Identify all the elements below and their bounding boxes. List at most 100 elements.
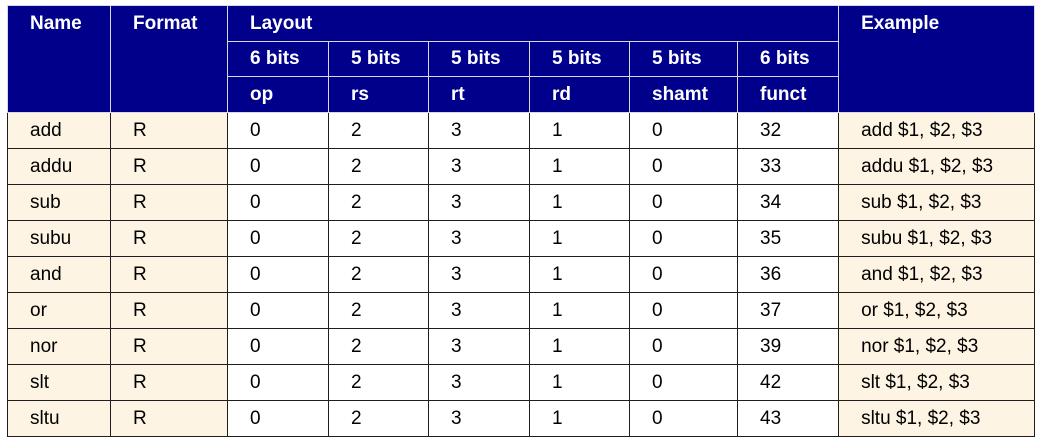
- cell-shamt: 0: [629, 328, 738, 365]
- table-header: Name Format Layout Example 6 bits 5 bits…: [7, 5, 1036, 113]
- cell-name: and: [7, 256, 111, 293]
- cell-name: or: [7, 292, 111, 329]
- cell-op: 0: [227, 328, 329, 365]
- cell-rd: 1: [529, 256, 630, 293]
- cell-rs: 2: [328, 184, 429, 221]
- field-header-op: op: [227, 76, 329, 113]
- cell-rs: 2: [328, 256, 429, 293]
- table-row: sub R 0 2 3 1 0 34 sub $1, $2, $3: [7, 184, 1036, 221]
- cell-rs: 2: [328, 220, 429, 257]
- cell-op: 0: [227, 184, 329, 221]
- table-row: or R 0 2 3 1 0 37 or $1, $2, $3: [7, 292, 1036, 329]
- field-header-rs: rs: [328, 76, 429, 113]
- table-row: sltu R 0 2 3 1 0 43 sltu $1, $2, $3: [7, 400, 1036, 437]
- fields-header-row: op rs rt rd shamt funct: [8, 76, 1035, 113]
- cell-funct: 37: [736, 292, 840, 329]
- cell-format: R: [110, 184, 228, 221]
- cell-shamt: 0: [629, 220, 738, 257]
- cell-rd: 1: [529, 364, 630, 401]
- field-header-rt: rt: [428, 76, 530, 113]
- cell-rt: 3: [428, 148, 530, 185]
- field-header-funct: funct: [736, 76, 840, 113]
- table-row: subu R 0 2 3 1 0 35 subu $1, $2, $3: [7, 220, 1036, 257]
- cell-format: R: [110, 400, 228, 437]
- cell-op: 0: [227, 148, 329, 185]
- bits-header-shamt: 5 bits: [629, 41, 738, 77]
- cell-rs: 2: [328, 400, 429, 437]
- cell-op: 0: [227, 112, 329, 149]
- cell-format: R: [110, 148, 228, 185]
- cell-op: 0: [227, 364, 329, 401]
- cell-example: or $1, $2, $3: [838, 292, 1036, 329]
- cell-shamt: 0: [629, 292, 738, 329]
- cell-rd: 1: [529, 220, 630, 257]
- field-header-shamt: shamt: [629, 76, 738, 113]
- cell-example: slt $1, $2, $3: [838, 364, 1036, 401]
- bits-header-rd: 5 bits: [529, 41, 630, 77]
- column-header-format: Format: [110, 5, 228, 113]
- table-row: addu R 0 2 3 1 0 33 addu $1, $2, $3: [7, 148, 1036, 185]
- cell-name: slt: [7, 364, 111, 401]
- cell-example: nor $1, $2, $3: [838, 328, 1036, 365]
- cell-funct: 43: [736, 400, 840, 437]
- cell-rt: 3: [428, 184, 530, 221]
- cell-op: 0: [227, 256, 329, 293]
- cell-funct: 34: [736, 184, 840, 221]
- cell-rt: 3: [428, 292, 530, 329]
- column-header-layout: Layout: [226, 5, 840, 42]
- cell-shamt: 0: [629, 400, 738, 437]
- cell-rt: 3: [428, 400, 530, 437]
- field-header-rd: rd: [529, 76, 630, 113]
- cell-rd: 1: [529, 292, 630, 329]
- cell-rs: 2: [328, 112, 429, 149]
- cell-rd: 1: [529, 148, 630, 185]
- cell-rd: 1: [529, 328, 630, 365]
- cell-name: add: [7, 112, 111, 149]
- bits-header-op: 6 bits: [227, 41, 329, 77]
- cell-example: subu $1, $2, $3: [838, 220, 1036, 257]
- cell-rt: 3: [428, 220, 530, 257]
- cell-format: R: [110, 220, 228, 257]
- cell-funct: 33: [736, 148, 840, 185]
- cell-funct: 42: [736, 364, 840, 401]
- bits-header-row: 6 bits 5 bits 5 bits 5 bits 5 bits 6 bit…: [8, 41, 1035, 77]
- cell-rt: 3: [428, 364, 530, 401]
- cell-name: subu: [7, 220, 111, 257]
- cell-op: 0: [227, 292, 329, 329]
- cell-example: sub $1, $2, $3: [838, 184, 1036, 221]
- cell-rt: 3: [428, 328, 530, 365]
- cell-shamt: 0: [629, 184, 738, 221]
- cell-rt: 3: [428, 112, 530, 149]
- cell-rd: 1: [529, 112, 630, 149]
- cell-funct: 36: [736, 256, 840, 293]
- cell-funct: 32: [736, 112, 840, 149]
- table-row: nor R 0 2 3 1 0 39 nor $1, $2, $3: [7, 328, 1036, 365]
- cell-name: sltu: [7, 400, 111, 437]
- cell-rs: 2: [328, 292, 429, 329]
- cell-funct: 35: [736, 220, 840, 257]
- cell-example: add $1, $2, $3: [838, 112, 1036, 149]
- cell-shamt: 0: [629, 364, 738, 401]
- cell-shamt: 0: [629, 256, 738, 293]
- cell-rs: 2: [328, 364, 429, 401]
- table-row: and R 0 2 3 1 0 36 and $1, $2, $3: [7, 256, 1036, 293]
- bits-header-rt: 5 bits: [428, 41, 530, 77]
- cell-rt: 3: [428, 256, 530, 293]
- cell-name: addu: [7, 148, 111, 185]
- cell-format: R: [110, 112, 228, 149]
- cell-example: sltu $1, $2, $3: [838, 400, 1036, 437]
- instruction-table: Name Format Layout Example 6 bits 5 bits…: [7, 5, 1036, 437]
- cell-rd: 1: [529, 184, 630, 221]
- cell-format: R: [110, 328, 228, 365]
- cell-rs: 2: [328, 328, 429, 365]
- cell-funct: 39: [736, 328, 840, 365]
- bits-header-funct: 6 bits: [736, 41, 840, 77]
- cell-example: addu $1, $2, $3: [838, 148, 1036, 185]
- cell-shamt: 0: [629, 148, 738, 185]
- cell-name: sub: [7, 184, 111, 221]
- column-header-name: Name: [7, 5, 111, 113]
- cell-op: 0: [227, 220, 329, 257]
- table-row: add R 0 2 3 1 0 32 add $1, $2, $3: [7, 112, 1036, 149]
- table-row: slt R 0 2 3 1 0 42 slt $1, $2, $3: [7, 364, 1036, 401]
- cell-format: R: [110, 256, 228, 293]
